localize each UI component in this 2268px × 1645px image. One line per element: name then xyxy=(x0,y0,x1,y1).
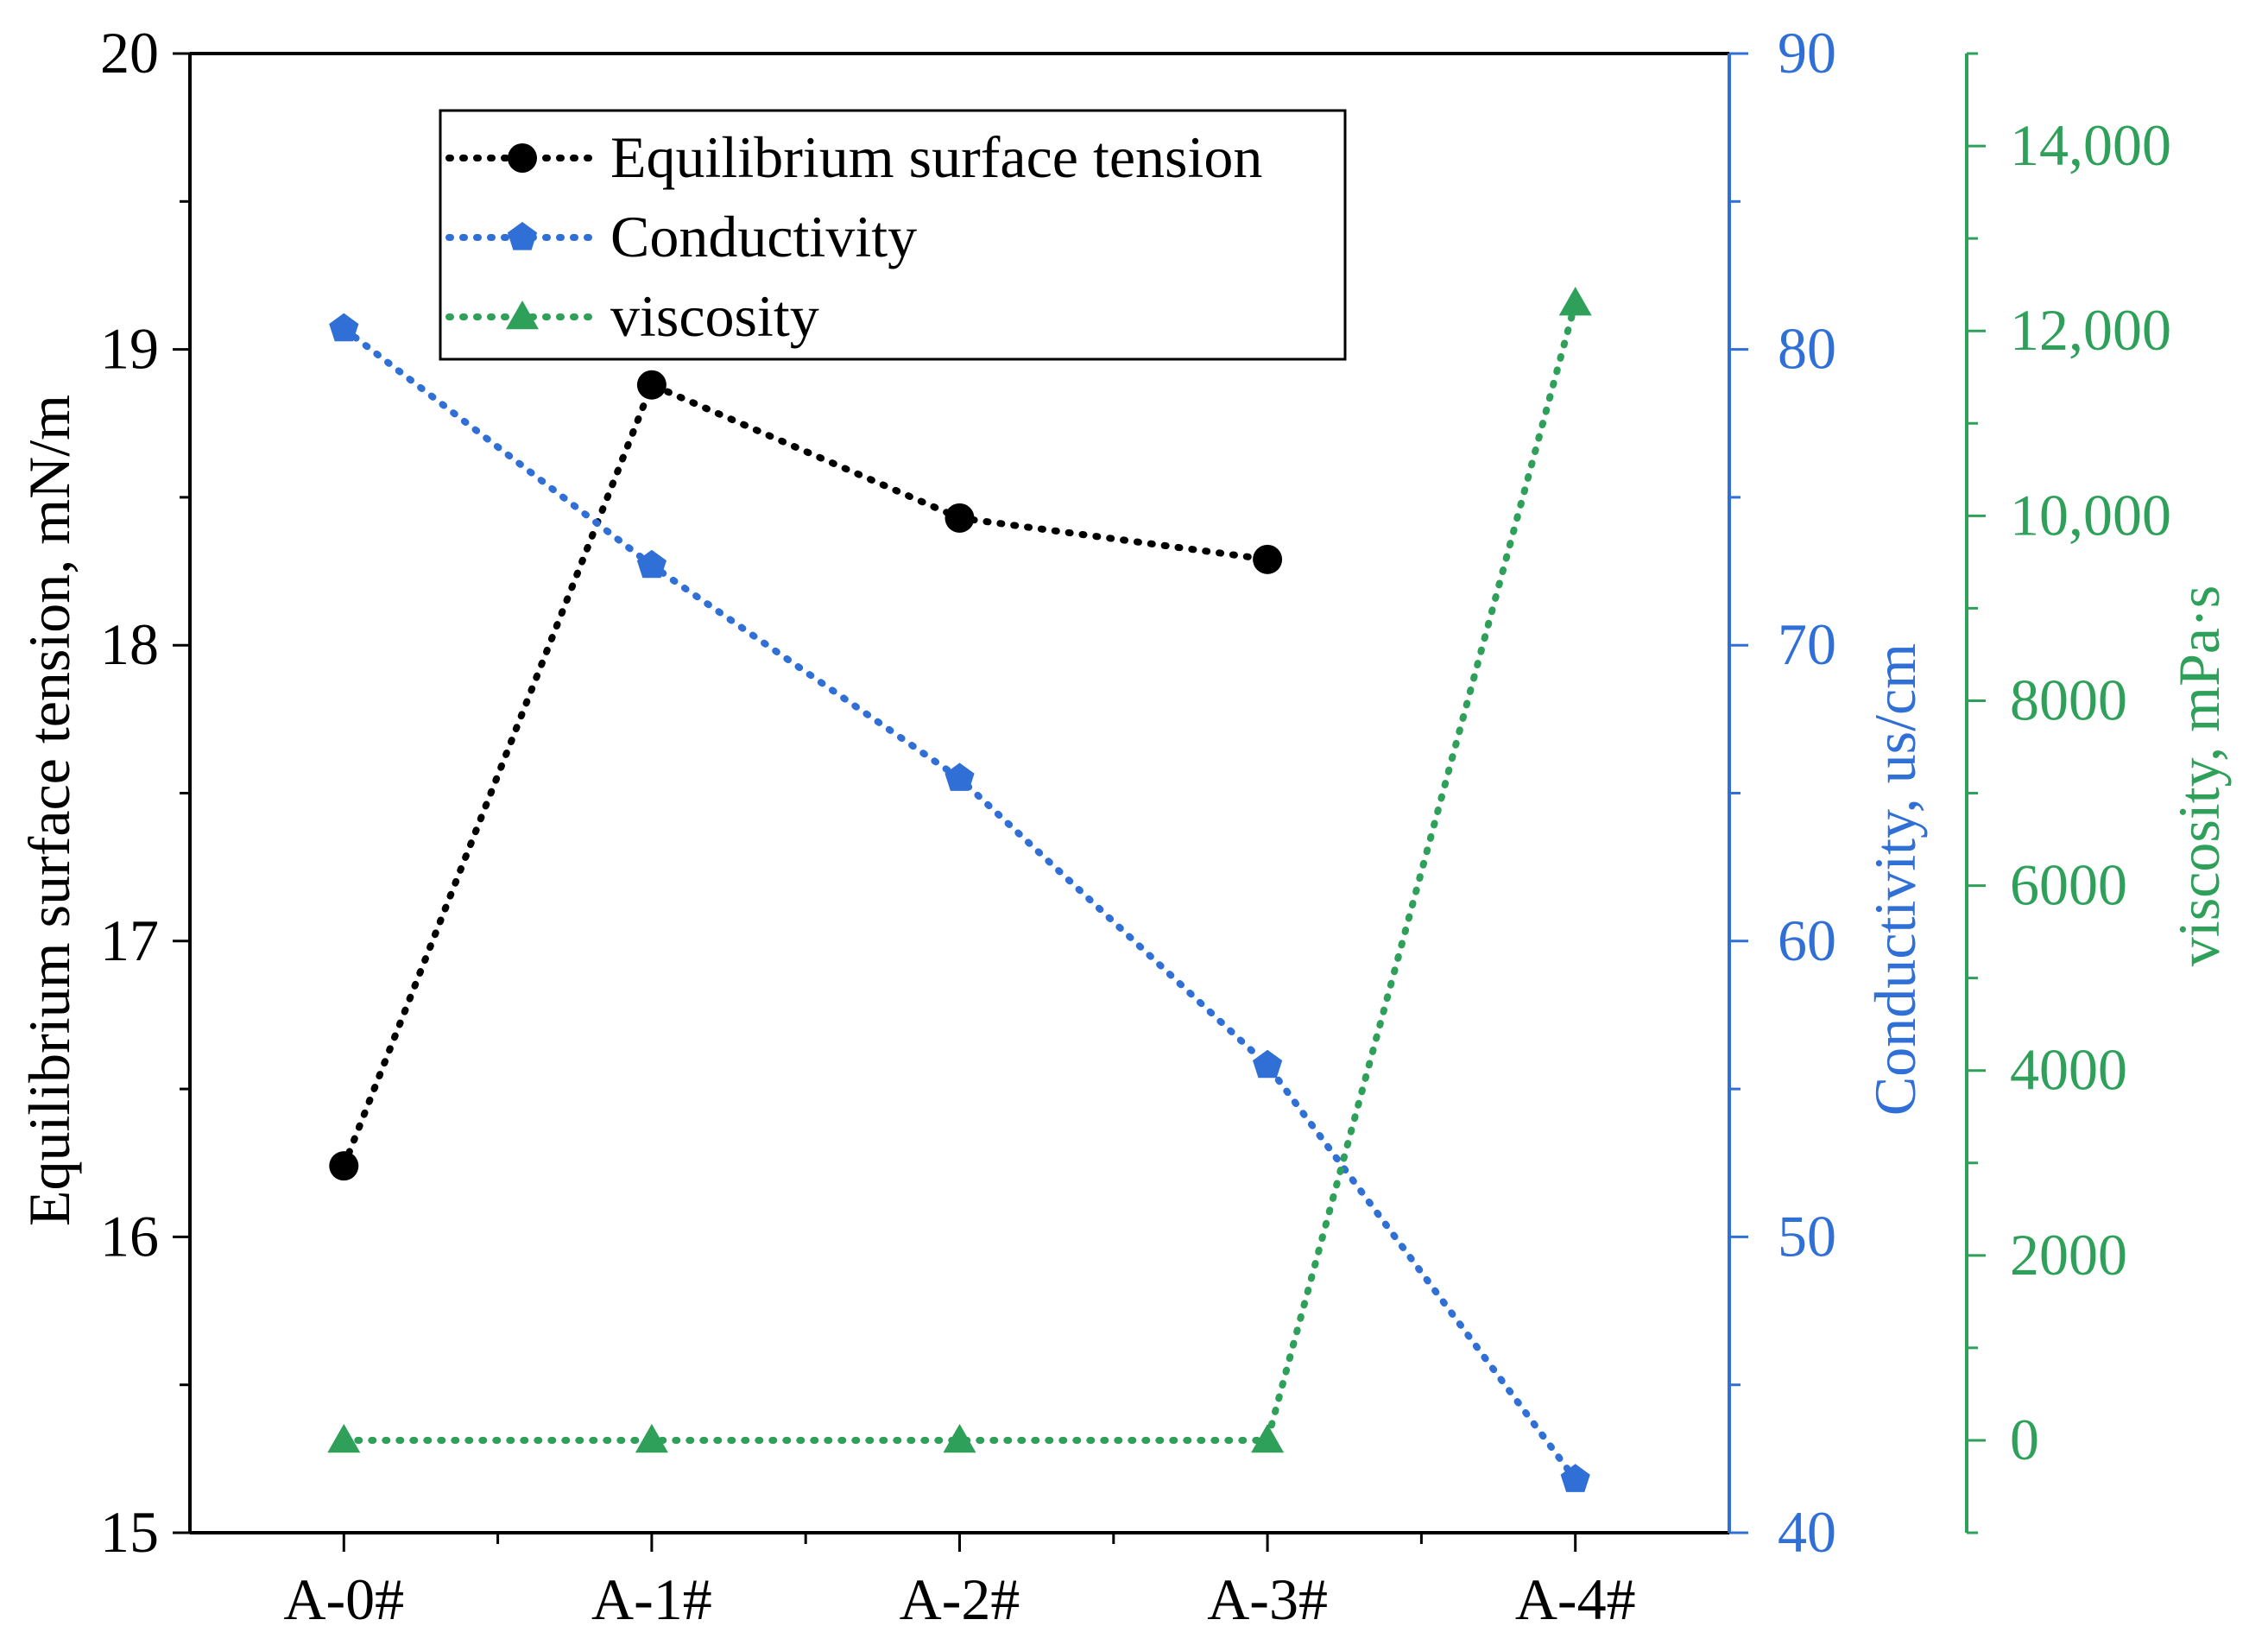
viscosity-tick-label: 14,000 xyxy=(2010,112,2171,178)
legend-label: Conductivity xyxy=(610,204,917,269)
left-tick-label: 15 xyxy=(100,1499,159,1565)
conductivity-point xyxy=(1560,1464,1590,1492)
viscosity-tick-label: 12,000 xyxy=(2010,297,2171,363)
left-tick-label: 20 xyxy=(100,20,159,85)
viscosity-point xyxy=(943,1423,976,1453)
series-layer xyxy=(327,287,1592,1492)
left-tick-label: 18 xyxy=(100,611,159,677)
viscosity-tick-label: 6000 xyxy=(2010,852,2127,918)
conductivity-tick-label: 70 xyxy=(1778,611,1836,677)
left-tick-label: 17 xyxy=(100,908,159,973)
legend-swatch-marker xyxy=(506,301,539,330)
legend: Equilibrium surface tension Conductivity v… xyxy=(439,109,1347,361)
x-tick-label: A-4# xyxy=(1515,1566,1636,1632)
left-axis-title: Equilibrium surface tension, mN/m xyxy=(16,395,82,1226)
viscosity-point xyxy=(635,1423,668,1453)
viscosity-axis-title: viscosity, mPa·s xyxy=(2166,585,2232,966)
conductivity-tick-label: 50 xyxy=(1778,1203,1836,1269)
viscosity-tick-label: 4000 xyxy=(2010,1037,2127,1103)
equilibrium-surface-tension-point xyxy=(329,1151,359,1181)
conductivity-tick-label: 90 xyxy=(1778,20,1836,85)
viscosity-tick-label: 10,000 xyxy=(2010,482,2171,547)
conductivity-axis-title: Conductivity, us/cm xyxy=(1862,643,1928,1116)
viscosity-point xyxy=(1558,287,1592,316)
viscosity-tick-label: 8000 xyxy=(2010,667,2127,732)
conductivity-tick-label: 40 xyxy=(1778,1499,1836,1565)
x-tick-label: A-2# xyxy=(900,1566,1020,1632)
x-tick-label: A-1# xyxy=(591,1566,712,1632)
conductivity-point xyxy=(329,313,359,342)
viscosity-point xyxy=(1251,1423,1285,1453)
conductivity-point xyxy=(636,549,667,579)
equilibrium-surface-tension-point xyxy=(636,370,667,400)
viscosity-series-line xyxy=(340,300,1579,1444)
left-tick-label: 16 xyxy=(100,1203,159,1269)
viscosity-point xyxy=(327,1423,361,1453)
x-tick-label: A-0# xyxy=(283,1566,404,1632)
conductivity-tick-label: 80 xyxy=(1778,316,1836,382)
legend-label: Equilibrium surface tension xyxy=(610,124,1262,190)
left-tick-label: 19 xyxy=(100,316,159,382)
legend-swatch-marker xyxy=(507,222,538,250)
legend-swatch-marker xyxy=(508,143,537,173)
viscosity-tick-label: 0 xyxy=(2010,1407,2039,1472)
x-tick-label: A-3# xyxy=(1207,1566,1328,1632)
axes-layer: A-0# A-1# A-2# A-3# A-4# 15 16 17 18 19 20 Equilibr… xyxy=(16,20,2232,1632)
conductivity-series-line xyxy=(340,325,1579,1484)
equilibrium-surface-tension-point xyxy=(944,503,975,533)
conductivity-tick-label: 60 xyxy=(1778,908,1836,973)
equilibrium-surface-tension-series-line xyxy=(340,380,1272,1170)
viscosity-tick-label: 2000 xyxy=(2010,1222,2127,1288)
conductivity-point xyxy=(944,762,975,791)
conductivity-point xyxy=(1253,1049,1283,1079)
legend-label: viscosity xyxy=(610,283,819,349)
equilibrium-surface-tension-point xyxy=(1253,544,1283,574)
